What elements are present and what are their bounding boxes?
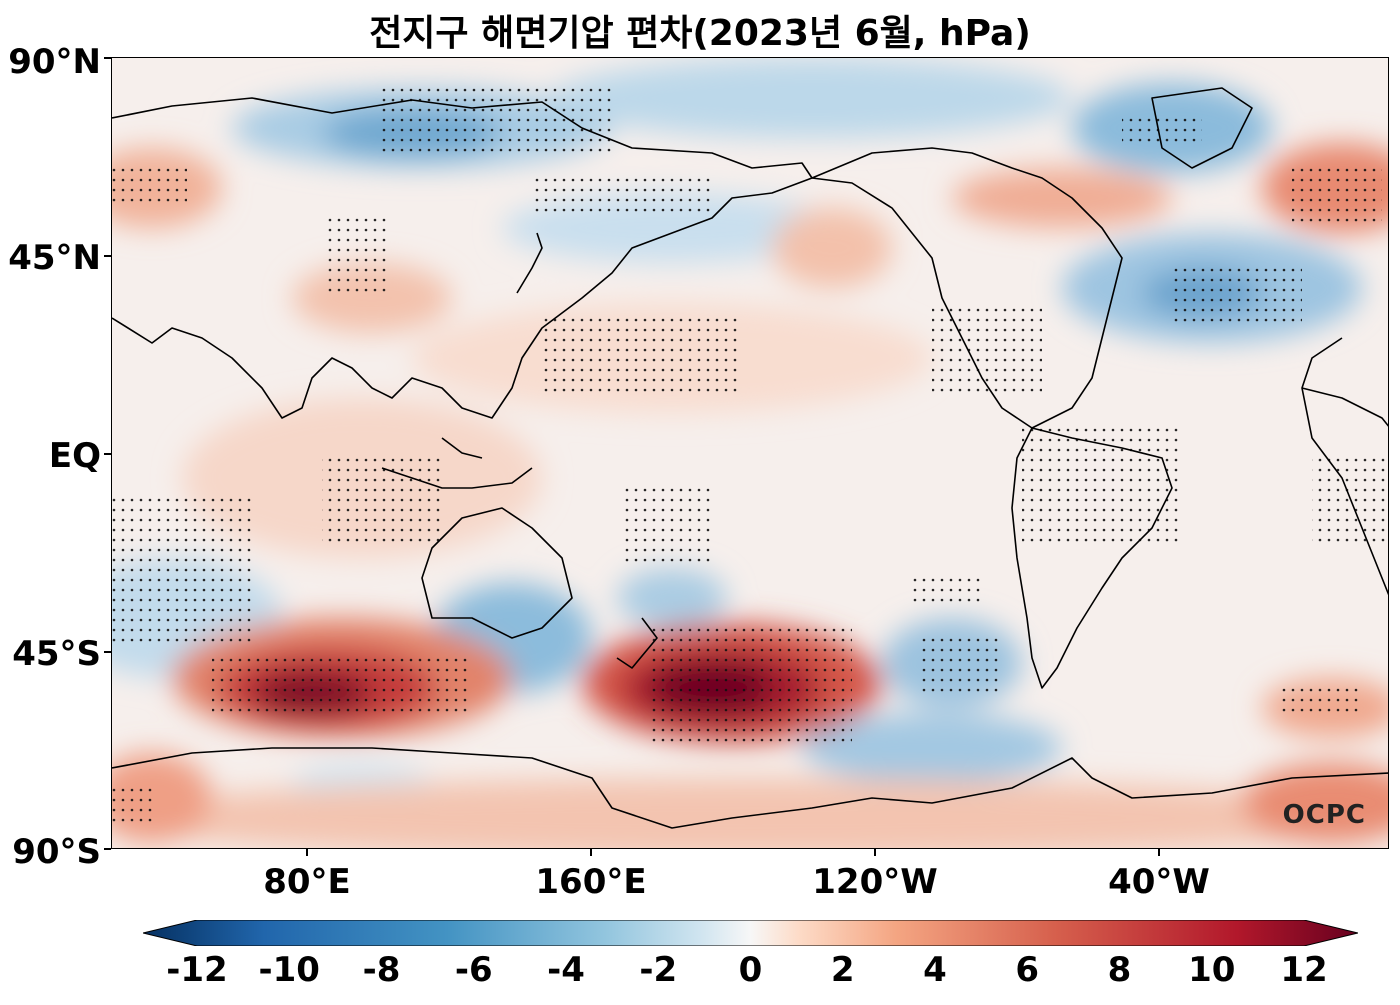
lon-label-80e: 80°E (263, 862, 351, 902)
lon-label-40w: 40°W (1108, 862, 1210, 902)
lat-tick (104, 651, 111, 653)
lat-label-90s: 90°S (12, 832, 101, 872)
lat-tick (104, 848, 111, 850)
colorbar-tick-label: 4 (923, 950, 947, 990)
colorbar-tick-label: -8 (362, 950, 401, 990)
map-title: 전지구 해면기압 편차(2023년 6월, hPa) (369, 13, 1031, 54)
lat-tick (104, 57, 111, 59)
lon-label-160e: 160°E (535, 862, 647, 902)
lon-tick (306, 849, 308, 856)
colorbar-tick-label: 6 (1015, 950, 1040, 990)
colorbar-tick-label: -6 (454, 950, 493, 990)
colorbar-tick-label: 8 (1107, 950, 1132, 990)
lat-label-90n: 90°N (8, 42, 101, 82)
lon-tick (1158, 849, 1160, 856)
anomaly-map (112, 58, 1388, 848)
lon-tick (874, 849, 876, 856)
colorbar-tick-label: 2 (830, 950, 855, 990)
lat-label-45s: 45°S (12, 634, 101, 674)
colorbar-tick-label: -2 (639, 950, 678, 990)
lat-tick (104, 255, 111, 257)
colorbar (143, 920, 1358, 946)
colorbar-tick-label: 0 (738, 950, 763, 990)
lat-tick (104, 453, 111, 455)
ocpc-watermark: OCPC (1282, 800, 1366, 830)
lon-tick (590, 849, 592, 856)
map-panel: OCPC (111, 57, 1389, 849)
colorbar-tick-label: -12 (166, 950, 228, 990)
lat-label-45n: 45°N (8, 238, 101, 278)
colorbar-tick-label: -4 (547, 950, 585, 990)
lat-label-eq: EQ (48, 436, 101, 476)
colorbar-tick-label: 10 (1188, 950, 1236, 990)
lon-label-120w: 120°W (812, 862, 938, 902)
colorbar-tick-label: 12 (1280, 950, 1328, 990)
colorbar-tick-label: -10 (258, 950, 320, 990)
